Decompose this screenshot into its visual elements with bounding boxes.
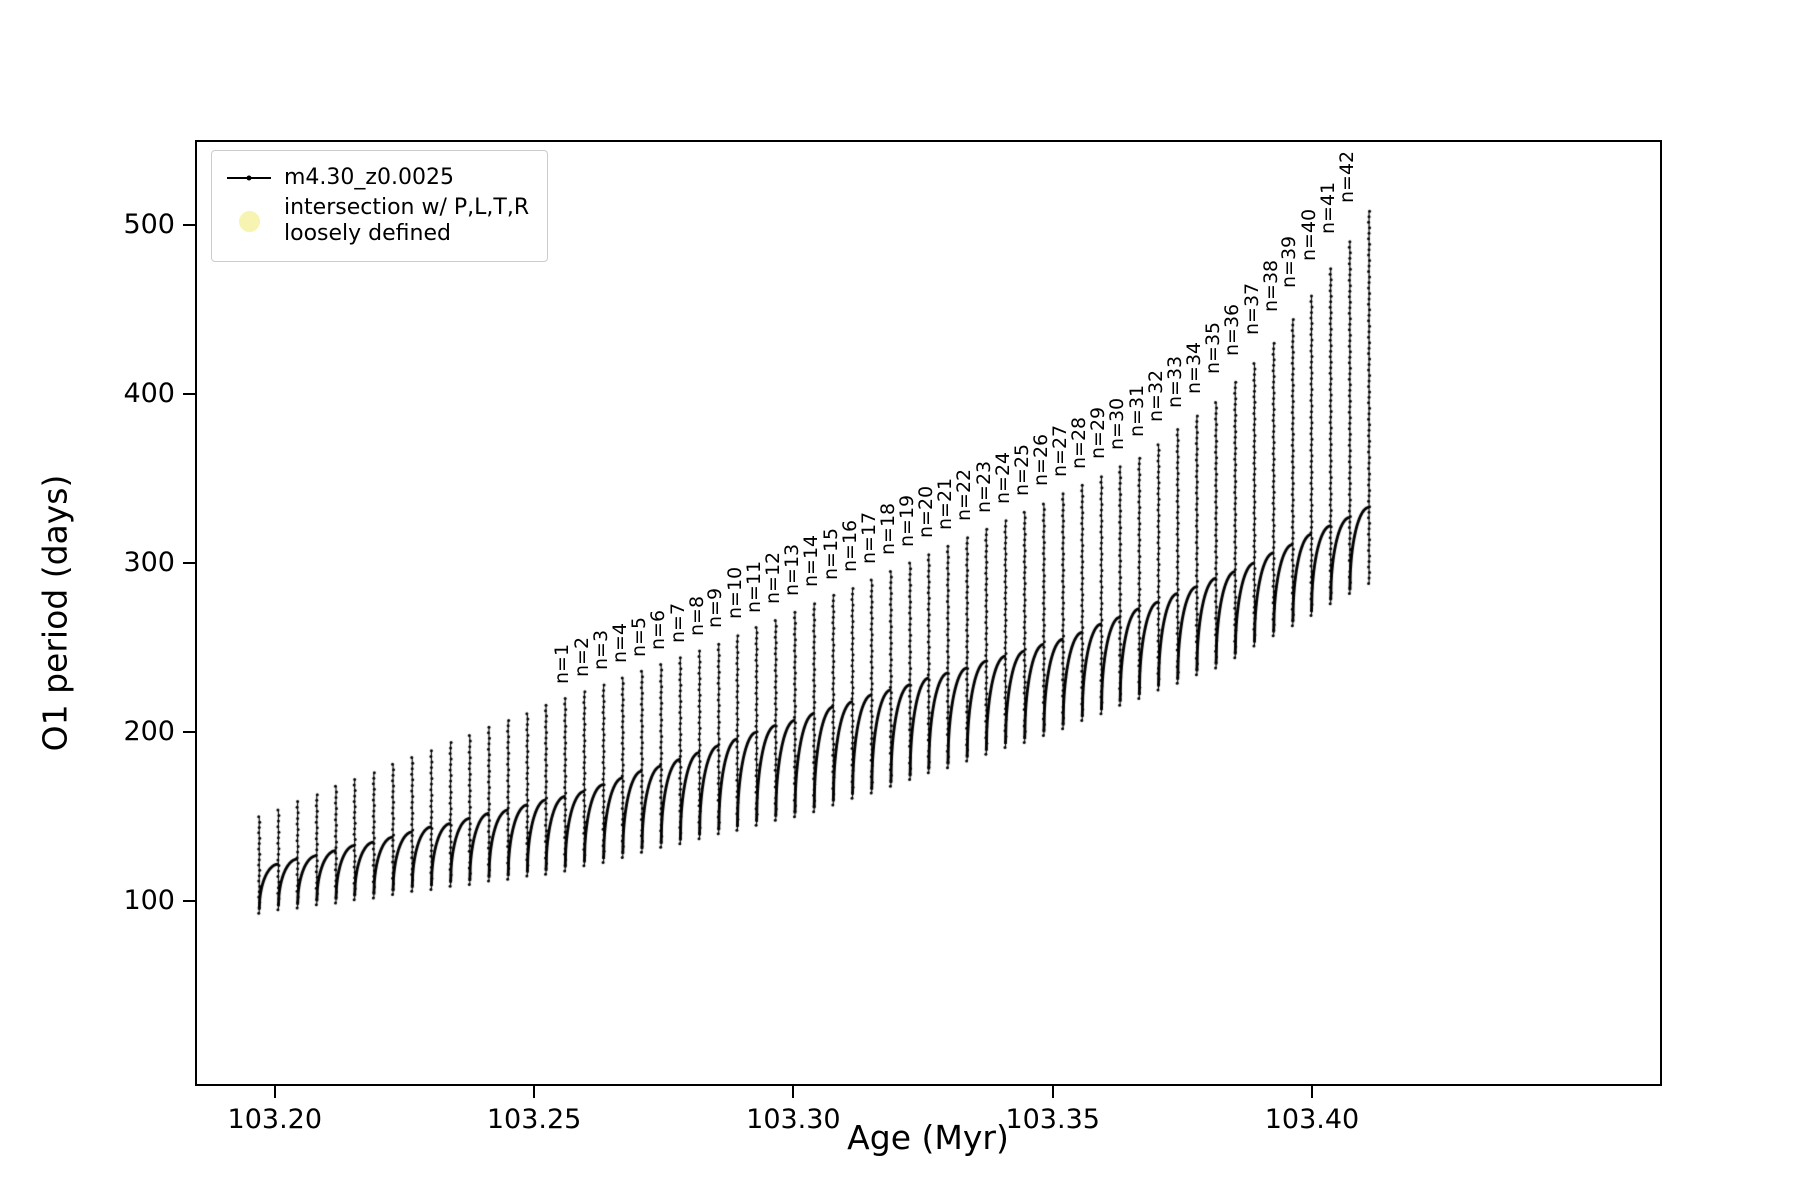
y-tick-label: 400 [123, 377, 175, 409]
x-tick-mark [533, 1086, 536, 1098]
y-tick-mark [183, 392, 195, 395]
x-tick-mark [273, 1086, 276, 1098]
legend-label-series: m4.30_z0.0025 [284, 165, 454, 190]
y-tick-mark [183, 900, 195, 903]
x-tick-mark [1051, 1086, 1054, 1098]
spike-annotation: n=22 [953, 469, 976, 522]
x-tick-label: 103.20 [227, 1104, 323, 1135]
x-tick-label: 103.40 [1264, 1104, 1360, 1135]
plot-area: n=1 n=2 n=3 n=4 n=5 n=6 n=7 n=8 n=9 n=10 n=11 n=12 n… [195, 140, 1662, 1086]
y-tick-label: 200 [123, 716, 175, 748]
x-tick-mark [1311, 1086, 1313, 1098]
x-tick-label: 103.30 [746, 1104, 841, 1135]
y-axis-label: O1 period (days) [35, 474, 75, 752]
x-tick-mark [792, 1086, 795, 1098]
intersection-marker-icon [238, 210, 260, 232]
y-tick-mark [183, 562, 195, 565]
spike-annotation: n=42 [1336, 151, 1359, 204]
legend-entry-intersection: intersection w/ P,L,T,R loosely defined [226, 195, 529, 247]
legend: m4.30_z0.0025 intersection w/ P,L,T,R lo… [211, 150, 549, 262]
data-series-canvas [197, 142, 1660, 1084]
x-axis-label: Age (Myr) [847, 1118, 1009, 1157]
y-tick-label: 100 [123, 885, 175, 917]
dot-marker-icon [246, 175, 252, 181]
y-tick-mark [183, 731, 195, 734]
x-tick-label: 103.35 [1005, 1104, 1100, 1135]
y-tick-label: 300 [123, 547, 175, 579]
spike-annotation: n=30 [1106, 398, 1129, 451]
legend-label-intersection: intersection w/ P,L,T,R loosely defined [284, 195, 530, 246]
x-tick-label: 103.25 [486, 1104, 582, 1135]
y-tick-mark [183, 223, 195, 226]
legend-entry-series: m4.30_z0.0025 [226, 165, 529, 191]
line-marker-sample [226, 175, 272, 181]
y-tick-label: 500 [123, 208, 175, 240]
